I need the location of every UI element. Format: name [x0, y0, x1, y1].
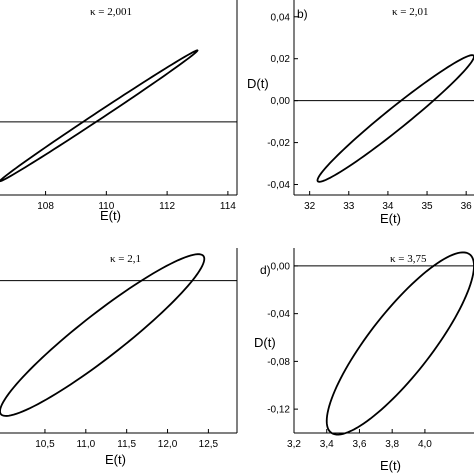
panel-a-x-tick-label: 114 — [220, 201, 236, 212]
panel-d-y-tick-label: -0,12 — [267, 405, 290, 416]
panel-d: 3,2 3,4 3,6 3,8 4,0 0,00 -0,04 -0,08 -0,12 d) κ… — [254, 248, 474, 473]
panel-b: 32 33 34 35 36 0,04 0,02 0,00 -0,02 -0,04 b) κ =… — [247, 0, 474, 226]
panel-d-y-axis-label: D(t) — [254, 335, 276, 350]
panel-a: 108 110 112 114 κ = 2,001 E(t) — [0, 0, 238, 223]
panel-d-y-tick-label: -0,08 — [267, 357, 290, 368]
panel-d-x-tick-label: 4,0 — [418, 439, 432, 450]
panel-a-x-tick-label: 112 — [159, 201, 175, 212]
panel-d-y-tick-label: 0,00 — [271, 261, 291, 272]
panel-c-x-axis-label: E(t) — [105, 452, 126, 467]
panel-d-x-axis-label: E(t) — [380, 458, 401, 473]
panel-b-loop — [316, 54, 474, 183]
panel-d-title: κ = 3,75 — [390, 253, 427, 265]
panel-d-loop — [325, 251, 474, 436]
panel-c-x-tick-label: 11,5 — [117, 439, 136, 450]
panel-b-y-tick-label: 0,02 — [271, 54, 291, 65]
panel-b-title: κ = 2,01 — [392, 6, 429, 18]
panel-d-x-tick-label: 3,6 — [353, 439, 367, 450]
panel-b-y-tick-label: 0,00 — [271, 96, 291, 107]
panel-c-title: κ = 2,1 — [110, 253, 141, 265]
panel-a-x-tick-label: 110 — [98, 201, 114, 212]
panel-b-x-tick-label: 34 — [382, 201, 394, 212]
panel-a-x-tick-label: 108 — [37, 201, 54, 212]
panel-c-x-tick-label: 10,5 — [35, 439, 55, 450]
panel-a-title: κ = 2,001 — [90, 6, 132, 18]
panel-b-y-axis-label: D(t) — [247, 76, 269, 91]
panel-b-y-tick-label: -0,04 — [267, 180, 290, 191]
panel-b-x-tick-label: 36 — [461, 201, 473, 212]
panel-b-y-tick-label: 0,04 — [271, 12, 291, 23]
panel-b-x-tick-label: 32 — [304, 201, 316, 212]
panel-c: 10,5 11,0 11,5 12,0 12,5 κ = 2,1 E(t) — [0, 248, 238, 467]
panel-c-x-tick-label: 11,0 — [76, 439, 95, 450]
panel-b-x-tick-label: 33 — [343, 201, 355, 212]
panel-d-tag: d) — [260, 263, 271, 277]
panel-c-x-tick-label: 12,5 — [199, 439, 219, 450]
panel-b-tag: b) — [297, 7, 308, 21]
panel-b-x-tick-label: 35 — [421, 201, 433, 212]
panel-b-y-tick-label: -0,02 — [267, 138, 290, 149]
panel-d-x-tick-label: 3,8 — [385, 439, 399, 450]
panel-b-x-axis-label: E(t) — [380, 211, 401, 226]
panel-a-loop — [0, 49, 199, 183]
panel-c-x-tick-label: 12,0 — [158, 439, 178, 450]
panel-a-x-axis-label: E(t) — [100, 208, 121, 223]
panel-d-x-tick-label: 3,2 — [287, 439, 301, 450]
panel-d-x-tick-label: 3,4 — [320, 439, 334, 450]
panel-d-y-tick-label: -0,04 — [267, 309, 290, 320]
panel-c-loop — [0, 253, 206, 417]
